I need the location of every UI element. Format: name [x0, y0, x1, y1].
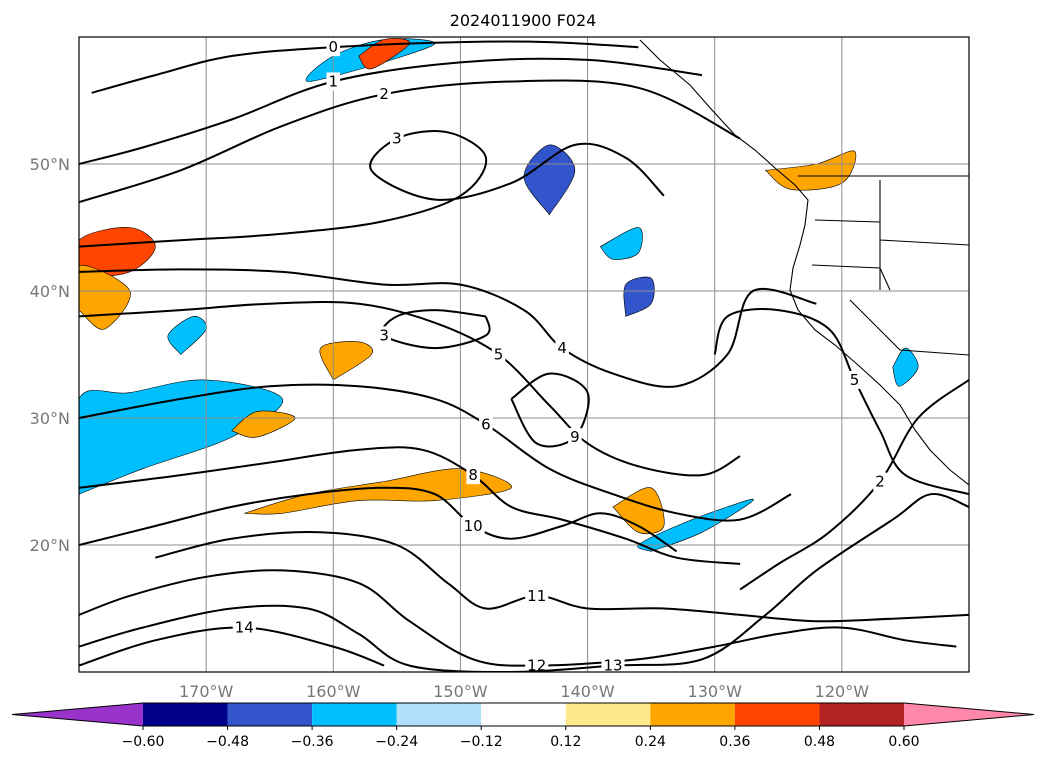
contour-line [713, 308, 969, 496]
map-frame [78, 36, 970, 673]
colorbar-segment [650, 703, 735, 726]
colorbar-extend-low [12, 703, 143, 726]
contour-label-background [326, 38, 341, 57]
contour-label: 0 [329, 38, 339, 56]
colorbar-tick-label: 0.12 [550, 734, 581, 750]
lat-tick-label: 20°N [30, 536, 70, 555]
colorbar-segment [734, 703, 820, 726]
colorbar: −0.60 −0.48 −0.36 −0.24 −0.12 0.12 0.24 0.36 0.4… [11, 702, 1035, 750]
lon-tick-label: 130°W [688, 682, 743, 701]
colorbar-extend-high [904, 703, 1034, 726]
colorbar-segment [481, 703, 566, 726]
coastline-north-america [639, 39, 969, 486]
shaded-region [623, 276, 655, 317]
contour-label: 1 [329, 72, 339, 90]
contour-label: 10 [464, 517, 483, 535]
contour-label-background [326, 72, 341, 91]
contour-label-background [873, 472, 887, 491]
lon-tick-label: 170°W [179, 682, 234, 701]
colorbar-segment [819, 703, 904, 726]
colorbar-tick-label: 0.48 [804, 734, 835, 750]
colorbar-tick-label: 0.24 [635, 734, 666, 750]
contour-line [79, 57, 703, 165]
contour-line [79, 486, 678, 553]
shaded-region [244, 468, 512, 515]
contour-label-background [461, 516, 485, 535]
chart-title: 2024011900 F024 [450, 11, 597, 30]
colorbar-tick-label: −0.12 [460, 734, 503, 750]
contour-label: 3 [392, 130, 402, 148]
contour-label: 5 [850, 371, 860, 389]
colorbar-segment [227, 703, 313, 726]
contour-line [739, 379, 969, 591]
contour-label: 8 [468, 466, 478, 484]
contour-label-background [232, 618, 256, 637]
contour-label-background [377, 326, 391, 345]
coastline [639, 39, 969, 486]
contour-label: 4 [557, 339, 567, 357]
contour-label: 14 [235, 619, 254, 637]
lon-tick-label: 120°W [815, 682, 870, 701]
colorbar-segment [143, 703, 228, 726]
colorbar-tick-label: 0.60 [888, 734, 919, 750]
contour-label: 3 [379, 326, 389, 344]
contour-label: 2 [875, 473, 885, 491]
state-borders [798, 175, 969, 356]
latitude-labels: 20°N 30°N 40°N 50°N [30, 155, 70, 555]
contour-label: 12 [527, 657, 546, 675]
contour-label-background [390, 129, 404, 148]
contour-line [79, 493, 969, 672]
lat-tick-label: 50°N [30, 155, 70, 174]
contour-label-background [847, 370, 862, 389]
contour-label-background [555, 339, 569, 358]
contour-label: 13 [603, 657, 622, 675]
lon-tick-label: 140°W [560, 682, 615, 701]
colorbar-segment [312, 703, 397, 726]
contour-label-background [568, 428, 582, 447]
shaded-region [79, 227, 156, 279]
contour-label: 2 [379, 85, 389, 103]
contour-line [79, 301, 741, 477]
contour-label-background [525, 586, 549, 605]
contour-label-background [491, 345, 506, 364]
contour-label-background [466, 466, 480, 485]
longitude-labels: 170°W 160°W 150°W 140°W 130°W 120°W [179, 682, 869, 701]
lon-tick-label: 160°W [306, 682, 361, 701]
contour-label-background [377, 85, 391, 104]
colorbar-tick-label: −0.24 [375, 734, 418, 750]
contour-label-background [525, 656, 549, 672]
colorbar-tick-label: −0.36 [291, 734, 334, 750]
contour-label: 6 [481, 415, 491, 433]
contour-line [79, 569, 957, 667]
lat-tick-label: 40°N [30, 282, 70, 301]
contour-label-background [601, 656, 625, 672]
lat-tick-label: 30°N [30, 409, 70, 428]
contour-line [79, 446, 741, 565]
colorbar-tick-label: −0.60 [122, 734, 165, 750]
contour-line [79, 130, 665, 248]
contour-line [79, 268, 817, 388]
colorbar-segment [565, 703, 651, 726]
lon-tick-label: 150°W [433, 682, 488, 701]
contour-label: 11 [527, 587, 546, 605]
shaded-region [599, 227, 643, 260]
contour-label: 5 [494, 346, 504, 364]
colorbar-tick-label: −0.48 [206, 734, 249, 750]
contour-label: 9 [570, 428, 580, 446]
contour-label-background [479, 415, 493, 434]
contour-line [510, 372, 590, 448]
shaded-region [167, 316, 207, 355]
colorbar-segment [396, 703, 482, 726]
shaded-region [892, 347, 919, 387]
colorbar-tick-label: 0.36 [719, 734, 750, 750]
shaded-region [523, 144, 576, 216]
shaded-region [764, 150, 857, 191]
